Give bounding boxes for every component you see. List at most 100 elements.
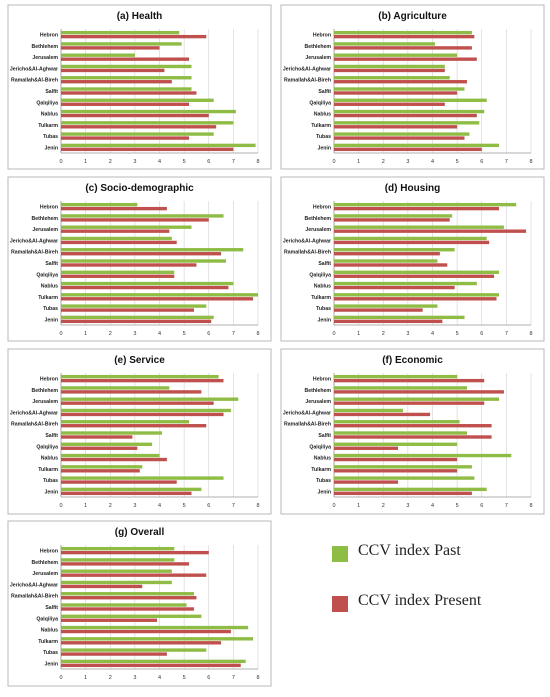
- bar-present-jerusalem: [334, 57, 477, 61]
- x-tick-label: 7: [232, 331, 235, 337]
- x-tick-label: 5: [183, 159, 186, 165]
- category-label-ramallah-al-bireh: Ramallah&Al-Bireh: [11, 594, 58, 600]
- chart-title: (c) Socio-demographic: [85, 183, 194, 194]
- bar-past-salfit: [334, 431, 467, 435]
- category-label-hebron: Hebron: [313, 205, 331, 211]
- bar-past-salfit: [61, 259, 226, 263]
- bar-present-nablus: [334, 113, 477, 118]
- category-label-nablus: Nablus: [314, 456, 331, 462]
- x-tick-label: 2: [109, 159, 112, 165]
- bar-past-hebron: [334, 202, 517, 207]
- bar-present-bethlehem: [61, 562, 190, 566]
- bar-past-bethlehem: [334, 214, 453, 218]
- bar-present-jenin: [334, 319, 443, 324]
- category-label-ramallah-al-bireh: Ramallah&Al-Bireh: [11, 78, 58, 84]
- category-label-bethlehem: Bethlehem: [304, 44, 331, 50]
- bar-present-qalqiliya: [334, 102, 445, 106]
- chart-panel-3: (c) Socio-demographic 0 1 2 3 4 5 6 7 8 Hebron Beth…: [7, 176, 272, 342]
- bar-present-salfit: [61, 607, 194, 611]
- category-label-tubas: Tubas: [43, 478, 58, 484]
- x-tick-label: 1: [84, 159, 87, 165]
- bar-present-tulkarm: [61, 297, 254, 301]
- bar-present-jericho-al-aghwar: [61, 584, 143, 589]
- category-label-hebron: Hebron: [313, 33, 331, 39]
- bar-past-bethlehem: [334, 386, 467, 390]
- bar-present-tubas: [61, 308, 194, 312]
- bar-past-jenin: [61, 659, 246, 664]
- category-label-tubas: Tubas: [43, 650, 58, 656]
- category-label-tubas: Tubas: [316, 478, 331, 484]
- category-label-tubas: Tubas: [43, 306, 58, 312]
- category-label-hebron: Hebron: [40, 33, 58, 39]
- bar-past-jericho-al-aghwar: [334, 408, 403, 413]
- category-label-hebron: Hebron: [40, 205, 58, 211]
- category-label-hebron: Hebron: [40, 549, 58, 555]
- bar-present-salfit: [61, 263, 197, 267]
- bar-present-jerusalem: [61, 573, 207, 577]
- bar-past-tulkarm: [61, 121, 234, 125]
- bar-past-jericho-al-aghwar: [334, 64, 445, 69]
- category-label-salfit: Salfit: [45, 605, 58, 611]
- category-label-jenin: Jenin: [44, 489, 58, 495]
- x-tick-label: 2: [382, 159, 385, 165]
- bar-present-tubas: [61, 136, 190, 140]
- x-tick-label: 1: [84, 331, 87, 337]
- bar-present-nablus: [61, 113, 209, 118]
- category-label-salfit: Salfit: [45, 433, 58, 439]
- bar-past-salfit: [61, 431, 162, 435]
- bar-past-jerusalem: [61, 53, 135, 57]
- x-tick-label: 8: [256, 675, 259, 681]
- bar-present-hebron: [61, 34, 207, 39]
- category-label-ramallah-al-bireh: Ramallah&Al-Bireh: [284, 78, 331, 84]
- bar-present-jericho-al-aghwar: [334, 68, 445, 73]
- x-tick-label: 3: [406, 331, 409, 337]
- x-tick-label: 0: [59, 331, 62, 337]
- bar-present-qalqiliya: [61, 446, 138, 450]
- category-label-tulkarm: Tulkarm: [311, 467, 331, 473]
- x-tick-label: 6: [207, 331, 210, 337]
- category-label-tulkarm: Tulkarm: [311, 123, 331, 129]
- x-tick-label: 4: [431, 503, 434, 509]
- category-label-bethlehem: Bethlehem: [304, 216, 331, 222]
- category-label-tubas: Tubas: [43, 134, 58, 140]
- category-label-nablus: Nablus: [41, 628, 58, 634]
- category-label-qalqiliya: Qalqiliya: [36, 616, 58, 622]
- category-label-jericho-al-aghwar: Jericho&Al-Aghwar: [283, 66, 331, 72]
- category-label-qalqiliya: Qalqiliya: [36, 444, 58, 450]
- bar-past-tubas: [334, 132, 470, 136]
- bar-present-bethlehem: [334, 46, 472, 50]
- x-tick-label: 6: [207, 675, 210, 681]
- bar-past-qalqiliya: [61, 614, 202, 618]
- category-label-jerusalem: Jerusalem: [305, 399, 331, 405]
- bar-present-nablus: [61, 285, 229, 290]
- x-tick-label: 4: [158, 159, 161, 165]
- bar-past-jerusalem: [61, 225, 192, 229]
- bar-present-tubas: [61, 652, 167, 656]
- bar-past-hebron: [334, 30, 472, 35]
- x-tick-label: 0: [59, 159, 62, 165]
- bar-past-ramallah-al-bireh: [61, 76, 192, 80]
- category-label-nablus: Nablus: [41, 456, 58, 462]
- category-label-bethlehem: Bethlehem: [304, 388, 331, 394]
- bar-present-tulkarm: [334, 297, 497, 301]
- category-label-jericho-al-aghwar: Jericho&Al-Aghwar: [283, 238, 331, 244]
- x-tick-label: 6: [207, 503, 210, 509]
- bar-past-nablus: [61, 281, 234, 286]
- bar-past-qalqiliya: [334, 98, 487, 102]
- bar-present-salfit: [61, 91, 197, 95]
- legend-swatch-present: [332, 596, 348, 612]
- bar-present-hebron: [61, 550, 209, 555]
- bar-present-nablus: [61, 629, 231, 634]
- bar-past-ramallah-al-bireh: [334, 420, 460, 424]
- bar-present-jericho-al-aghwar: [61, 68, 165, 73]
- bar-past-jenin: [61, 143, 256, 148]
- bar-present-hebron: [334, 378, 485, 383]
- x-tick-label: 1: [84, 503, 87, 509]
- bar-present-ramallah-al-bireh: [334, 80, 467, 84]
- category-label-ramallah-al-bireh: Ramallah&Al-Bireh: [11, 250, 58, 256]
- category-label-jenin: Jenin: [317, 489, 331, 495]
- bar-present-ramallah-al-bireh: [61, 252, 222, 256]
- bar-past-jenin: [61, 315, 214, 320]
